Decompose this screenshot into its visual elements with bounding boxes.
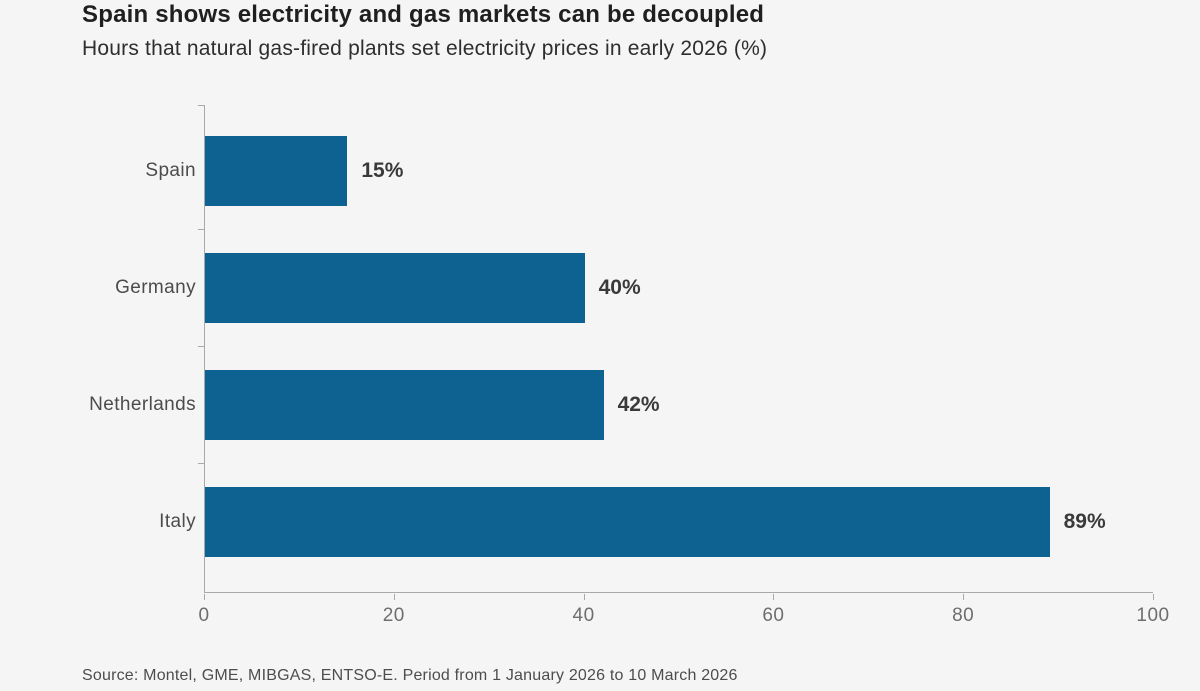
y-axis-tick: [198, 105, 205, 106]
x-axis-tick-label: 60: [762, 605, 785, 626]
y-axis-tick: [198, 346, 205, 347]
chart-title: Spain shows electricity and gas markets …: [82, 1, 765, 28]
x-axis-tick-label: 40: [572, 605, 595, 626]
category-label-spain: Spain: [145, 159, 196, 181]
category-label-italy: Italy: [159, 510, 196, 532]
chart-subtitle: Hours that natural gas-fired plants set …: [82, 37, 768, 60]
x-axis-tick: [393, 594, 395, 600]
x-axis-tick: [1153, 594, 1154, 600]
y-axis-tick: [198, 463, 205, 464]
value-label-italy: 89%: [1063, 509, 1106, 533]
x-axis-tick: [963, 594, 965, 600]
x-axis-tick-label: 80: [952, 605, 975, 626]
value-label-spain: 15%: [361, 158, 404, 182]
y-axis-tick: [198, 229, 205, 230]
category-label-netherlands: Netherlands: [89, 393, 196, 415]
bar-germany: [205, 252, 585, 323]
bar-spain: [205, 135, 348, 206]
x-axis-tick-label: 20: [382, 605, 405, 626]
plot-area: [204, 105, 1153, 593]
source-attribution: Source: Montel, GME, MIBGAS, ENTSO-E. Pe…: [82, 667, 738, 684]
bar-netherlands: [205, 369, 604, 440]
x-axis-tick: [773, 594, 775, 600]
value-label-netherlands: 42%: [617, 392, 660, 416]
x-axis-tick: [204, 594, 205, 600]
x-axis-tick: [583, 594, 585, 600]
x-axis-tick-label: 0: [198, 605, 210, 626]
category-label-germany: Germany: [115, 276, 196, 298]
bar-italy: [205, 486, 1050, 557]
value-label-germany: 40%: [598, 275, 641, 299]
x-axis-tick-label: 100: [1136, 605, 1170, 626]
